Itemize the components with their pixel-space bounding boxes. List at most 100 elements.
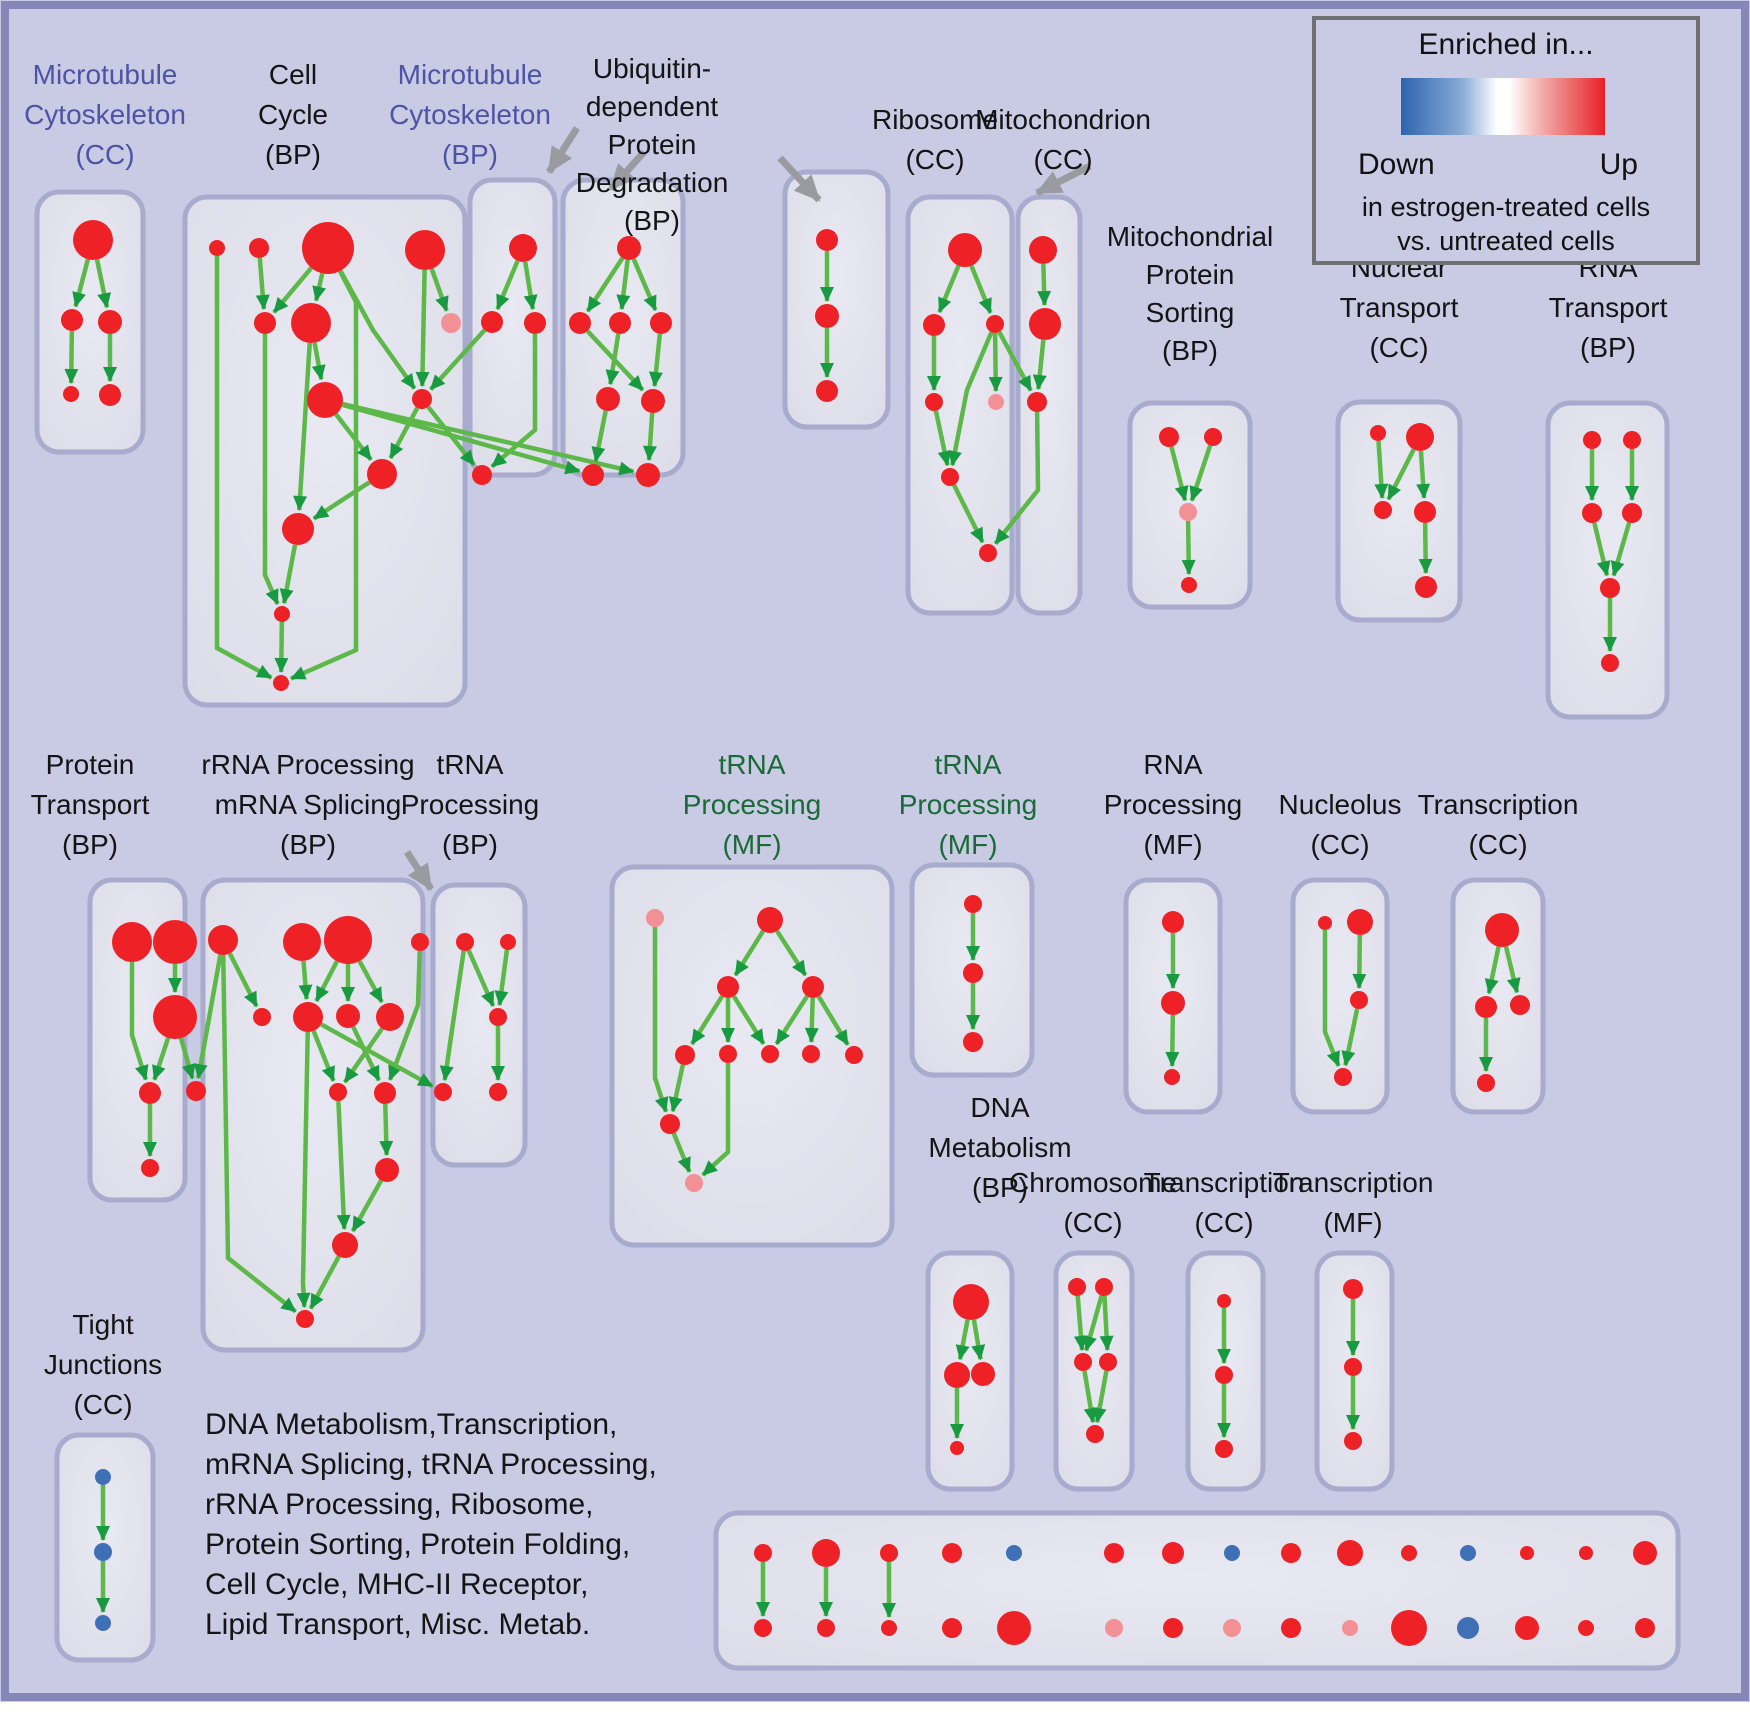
gene-node	[1633, 1541, 1657, 1565]
cluster-box-trna-processing-bp	[430, 882, 528, 1168]
edge	[1610, 521, 1632, 577]
gene-node	[1068, 1278, 1086, 1296]
edge	[72, 258, 91, 308]
callout-mitochondrion-arrow	[1035, 162, 1092, 197]
gene-node	[500, 934, 516, 950]
cluster-label-transcription-cc-bottom: Transcription (CC)	[1143, 1167, 1305, 1238]
edge	[1165, 1014, 1180, 1068]
edge	[1169, 446, 1189, 502]
edge	[1341, 1008, 1360, 1067]
edge	[311, 1030, 336, 1082]
gene-node	[293, 1002, 323, 1032]
gene-node	[685, 1174, 703, 1192]
gene-node	[1006, 1545, 1022, 1561]
gene-node	[1350, 991, 1368, 1009]
gene-node	[98, 310, 122, 334]
gene-node	[817, 1619, 835, 1637]
gene-node	[717, 976, 739, 998]
gene-node	[1582, 503, 1602, 523]
cluster-box-transcription-cc-mid	[1450, 877, 1546, 1115]
gene-node	[660, 1114, 680, 1134]
gene-node	[73, 220, 113, 260]
edge	[1322, 930, 1341, 1067]
cluster-label-nucleolus-cc: Nucleolus (CC)	[1278, 789, 1402, 860]
edge	[227, 952, 259, 1008]
gene-node	[332, 1232, 358, 1258]
edge	[311, 342, 326, 381]
edge	[775, 929, 808, 977]
edge	[690, 995, 725, 1046]
cluster-box-dna-metabolism-bp	[925, 1250, 1015, 1492]
edge	[988, 332, 1003, 393]
edge	[312, 272, 327, 302]
gene-node	[253, 1008, 271, 1026]
edge	[415, 269, 430, 388]
cluster-label-cell-cycle-bp: Cell Cycle (BP)	[257, 59, 329, 170]
gene-node	[941, 468, 959, 486]
gene-node	[944, 1362, 970, 1388]
gene-node	[1477, 1074, 1495, 1092]
gene-node	[1401, 1545, 1417, 1561]
edge	[1083, 1295, 1104, 1352]
gene-node	[139, 1082, 161, 1104]
edge	[388, 406, 420, 460]
legend-box: Enriched in... Down Up in estrogen-treat…	[1312, 16, 1700, 265]
gene-node	[1342, 1620, 1358, 1636]
edge	[298, 960, 313, 1001]
gene-node	[816, 380, 838, 402]
edge	[971, 1319, 986, 1361]
gene-node	[636, 463, 660, 487]
gene-node	[1579, 1546, 1593, 1560]
cluster-label-ribosome-cc: Ribosome (CC)	[871, 104, 999, 175]
edge	[129, 962, 149, 1081]
edge	[701, 1063, 731, 1177]
gene-node	[456, 933, 474, 951]
gene-node	[291, 303, 331, 343]
gene-node	[881, 1620, 897, 1636]
callout-ubiquitin-box2-arrow	[777, 155, 822, 203]
edge	[1416, 450, 1431, 500]
cluster-box-misc-cluster	[713, 1510, 1681, 1671]
gene-node	[1029, 308, 1061, 340]
gene-node	[1161, 991, 1185, 1015]
edge	[631, 258, 658, 312]
gene-node	[282, 513, 314, 545]
edge	[804, 997, 819, 1044]
edge	[948, 331, 994, 467]
gene-node	[1510, 995, 1530, 1015]
gene-node	[1318, 916, 1332, 930]
edge	[1073, 1295, 1088, 1352]
edge	[334, 412, 373, 462]
callout-microtubule-bp-arrow	[546, 126, 580, 174]
edge	[1418, 522, 1433, 575]
legend-caption-line1: in estrogen-treated cells	[1361, 192, 1651, 222]
edge	[1484, 946, 1501, 995]
edge	[274, 621, 289, 674]
edge	[1032, 339, 1047, 391]
gene-node	[1600, 578, 1620, 598]
gene-node	[509, 234, 537, 262]
edge	[733, 929, 766, 977]
edge	[1386, 448, 1416, 501]
legend-endpoint-labels: Down Up	[1316, 148, 1696, 182]
edge	[94, 259, 111, 309]
gene-node	[1223, 1619, 1241, 1637]
cluster-box-mitochondrion-cc	[1015, 194, 1083, 616]
cluster-label-rna-processing-mf: RNA Processing (MF)	[1103, 749, 1243, 860]
edge	[350, 1179, 384, 1233]
gene-node	[1370, 425, 1386, 441]
gene-node	[1281, 1618, 1301, 1638]
gene-node	[1162, 1542, 1184, 1564]
gene-node	[719, 1045, 737, 1063]
edge	[1092, 1370, 1109, 1424]
gene-node	[569, 312, 591, 334]
cluster-label-microtubule-cytoskeleton-bp: Microtubule Cytoskeleton (BP)	[389, 59, 551, 170]
gene-node	[1475, 996, 1497, 1018]
edge	[591, 410, 608, 463]
gene-node	[1520, 1546, 1534, 1560]
gene-node	[95, 1615, 111, 1631]
cluster-label-trna-processing-mf-small: tRNA Processing (MF)	[898, 749, 1038, 860]
